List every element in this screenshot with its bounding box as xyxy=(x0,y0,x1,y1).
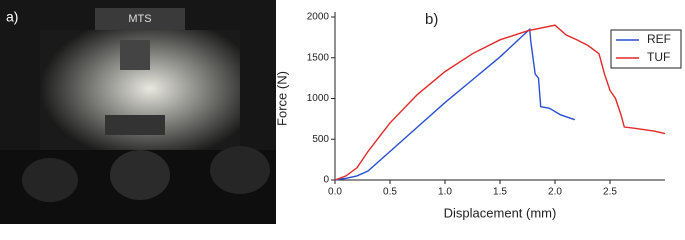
x-axis-label: Displacement (mm) xyxy=(444,205,557,220)
x-tick-label: 1.0 xyxy=(438,187,452,198)
line xyxy=(334,27,576,181)
y-tick-label: 0 xyxy=(323,175,329,186)
figure: a) MTS 0.0 0.5 1.0 1.5 2.0 2.5 0 500 1000 1500 200… xyxy=(0,0,682,224)
x-tick-label: 0.0 xyxy=(328,187,342,198)
x-tick-label: 1.5 xyxy=(493,187,507,198)
panel-label: b) xyxy=(425,11,438,28)
legend-box xyxy=(610,29,682,69)
y-axis-label: Force (N) xyxy=(274,71,289,126)
chart: 0.0 0.5 1.0 1.5 2.0 2.5 0 500 1000 1500 2000 Displa… xyxy=(274,11,682,220)
line xyxy=(334,24,666,181)
x-tick-label: 2.0 xyxy=(548,187,562,198)
photo: a) MTS xyxy=(0,0,276,224)
x-tick-label: 2.5 xyxy=(603,187,617,198)
y-tick-label: 1500 xyxy=(307,52,330,63)
brand-label: MTS xyxy=(128,13,151,25)
y-tick-label: 2000 xyxy=(307,12,330,23)
legend-label: TUF xyxy=(647,50,670,64)
panel-label: a) xyxy=(6,9,18,25)
y-tick-label: 1000 xyxy=(307,93,330,104)
legend-label: REF xyxy=(647,32,671,46)
y-tick-label: 500 xyxy=(312,134,329,145)
x-tick-label: 0.5 xyxy=(383,187,397,198)
